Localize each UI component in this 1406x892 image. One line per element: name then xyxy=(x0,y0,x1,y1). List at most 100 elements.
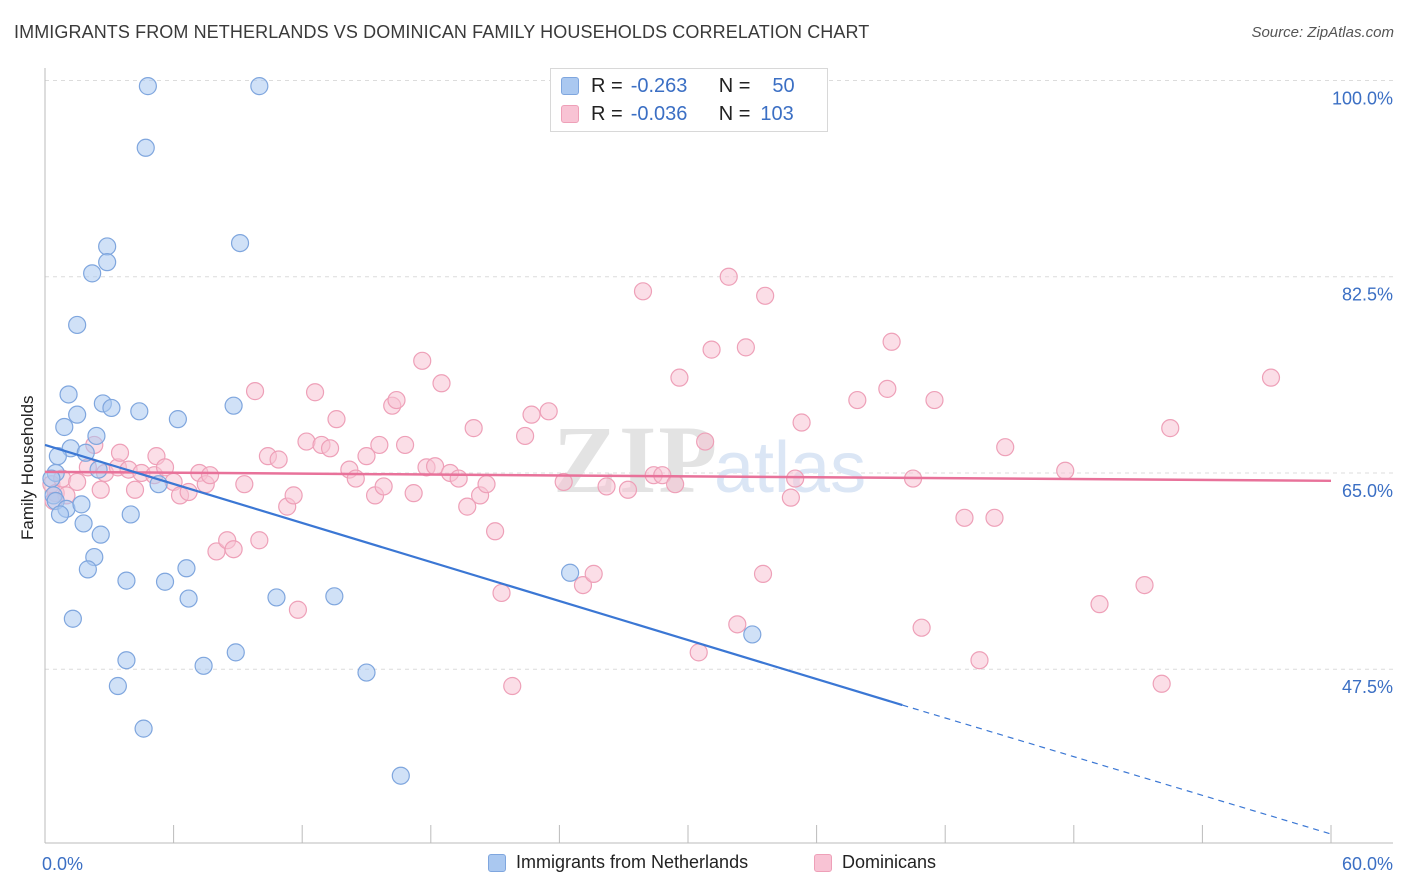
data-point-dominicans xyxy=(125,480,145,499)
data-point-dominicans xyxy=(522,405,541,424)
legend-n-value: 103 xyxy=(760,102,794,125)
trend-line-netherlands xyxy=(44,443,903,707)
data-point-netherlands xyxy=(55,417,74,437)
data-point-dominicans xyxy=(882,332,901,351)
data-point-dominicans xyxy=(432,374,451,393)
grid-lines xyxy=(45,80,1393,670)
data-point-dominicans xyxy=(1090,595,1109,614)
data-point-dominicans xyxy=(1135,575,1154,595)
y-tick-label: 82.5% xyxy=(1342,285,1393,305)
data-point-dominicans xyxy=(781,488,800,507)
tick-labels: 47.5% 65.0% 82.5% 100.0% 0.0% 60.0% xyxy=(42,89,1393,875)
bottom-legend-label-dominicans: Dominicans xyxy=(842,852,937,872)
data-point-netherlands xyxy=(179,589,198,608)
x-tick-label: 0.0% xyxy=(42,854,83,874)
bottom-legend-netherlands: Immigrants from Netherlands xyxy=(488,852,748,873)
data-point-dominicans xyxy=(357,447,376,466)
data-point-dominicans xyxy=(1056,461,1075,480)
correlation-legend: R = -0.263 N = 50 R = -0.036 N = 103 xyxy=(550,68,828,132)
data-point-dominicans xyxy=(1261,368,1281,387)
data-point-dominicans xyxy=(539,402,558,421)
data-point-dominicans xyxy=(696,432,715,451)
data-point-dominicans xyxy=(985,508,1004,527)
netherlands-points xyxy=(42,77,762,785)
data-point-netherlands xyxy=(224,396,243,415)
data-point-netherlands xyxy=(68,405,87,424)
y-tick-label: 47.5% xyxy=(1342,677,1393,697)
data-point-dominicans xyxy=(327,410,346,429)
data-point-netherlands xyxy=(250,77,269,96)
data-point-dominicans xyxy=(486,522,505,541)
legend-n-value: 50 xyxy=(772,74,795,97)
data-point-netherlands xyxy=(138,77,157,96)
data-point-dominicans xyxy=(666,475,685,494)
x-tick-label: 60.0% xyxy=(1342,854,1393,874)
data-point-dominicans xyxy=(404,484,423,503)
data-point-dominicans xyxy=(702,340,721,359)
data-point-dominicans xyxy=(288,600,308,619)
y-tick-label: 65.0% xyxy=(1342,481,1393,501)
data-point-dominicans xyxy=(269,450,288,469)
data-point-netherlands xyxy=(102,398,121,418)
data-point-dominicans xyxy=(618,480,638,499)
data-point-netherlands xyxy=(194,656,213,675)
data-point-netherlands xyxy=(117,571,136,590)
y-tick-label: 100.0% xyxy=(1332,89,1393,109)
data-point-netherlands xyxy=(63,609,82,628)
data-point-dominicans xyxy=(689,643,708,662)
legend-n-label: N = xyxy=(718,74,751,97)
data-point-dominicans xyxy=(1161,419,1180,438)
data-point-netherlands xyxy=(177,559,196,578)
data-point-dominicans xyxy=(878,379,897,398)
data-point-dominicans xyxy=(320,439,340,458)
legend-n-label: N = xyxy=(718,102,751,125)
trend-lines xyxy=(44,443,1332,835)
data-point-dominicans xyxy=(955,508,974,527)
dominicans-points xyxy=(42,267,1281,696)
watermark: ZIP atlas xyxy=(553,406,866,513)
data-point-netherlands xyxy=(98,253,117,272)
data-point-netherlands xyxy=(78,560,97,579)
data-point-dominicans xyxy=(670,368,689,387)
data-point-dominicans xyxy=(912,618,931,637)
data-point-dominicans xyxy=(633,282,653,301)
data-point-netherlands xyxy=(325,587,344,606)
data-point-netherlands xyxy=(121,505,140,524)
bottom-legend-swatch-pink xyxy=(814,853,832,872)
data-point-dominicans xyxy=(110,443,130,462)
data-point-dominicans xyxy=(970,651,989,670)
data-point-dominicans xyxy=(554,472,573,492)
data-point-netherlands xyxy=(155,572,175,591)
bottom-legend-dominicans: Dominicans xyxy=(814,852,936,873)
data-point-dominicans xyxy=(584,564,603,583)
data-point-netherlands xyxy=(108,676,127,696)
data-point-dominicans xyxy=(449,469,468,488)
data-point-dominicans xyxy=(792,413,811,432)
bottom-legend-label-netherlands: Immigrants from Netherlands xyxy=(516,852,749,872)
data-point-netherlands xyxy=(83,264,102,283)
data-point-dominicans xyxy=(503,676,522,696)
data-point-netherlands xyxy=(117,651,136,670)
data-point-dominicans xyxy=(464,419,483,438)
data-point-netherlands xyxy=(87,426,106,446)
data-point-dominicans xyxy=(492,583,511,603)
watermark-zip: ZIP xyxy=(553,406,719,513)
data-point-dominicans xyxy=(91,480,110,499)
data-point-netherlands xyxy=(743,625,762,644)
data-point-dominicans xyxy=(250,531,269,550)
data-point-dominicans xyxy=(297,432,316,451)
data-point-netherlands xyxy=(91,525,110,544)
legend-r-label: R = xyxy=(591,74,623,97)
data-point-netherlands xyxy=(134,719,153,738)
data-point-dominicans xyxy=(245,382,265,401)
data-point-dominicans xyxy=(477,475,496,494)
data-point-netherlands xyxy=(72,495,91,514)
data-point-dominicans xyxy=(996,438,1015,457)
data-point-dominicans xyxy=(395,435,415,455)
data-point-dominicans xyxy=(387,390,406,410)
data-point-dominicans xyxy=(305,383,325,402)
legend-row-netherlands: R = -0.263 N = 50 xyxy=(561,73,795,99)
data-point-dominicans xyxy=(719,267,738,286)
data-point-dominicans xyxy=(1152,674,1171,693)
